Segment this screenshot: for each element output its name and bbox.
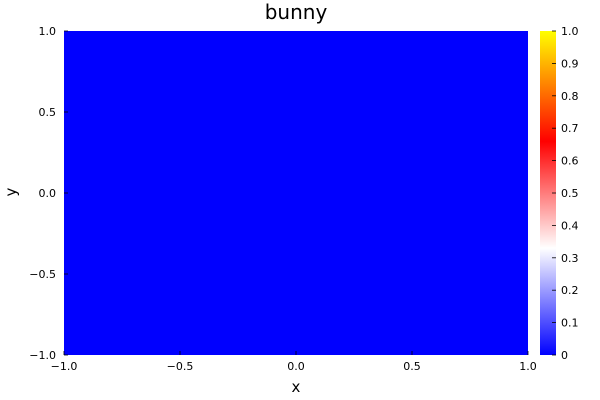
heatmap-cells	[64, 31, 528, 355]
colorbar-tick-label: 0.2	[561, 284, 579, 297]
colorbar-ticks: 0 0.1 0.2 0.3 0.4 0.5 0.6 0.7 0.8 0.9 1.0	[552, 25, 579, 362]
colorbar	[540, 31, 556, 355]
colorbar-tick-label: 0.7	[561, 122, 579, 135]
y-tick-label: 0.0	[39, 187, 57, 200]
y-tick-label: −0.5	[29, 268, 56, 281]
colorbar-tick-label: 0.1	[561, 317, 579, 330]
x-tick-label: −1.0	[51, 360, 78, 373]
colorbar-tick-label: 0.3	[561, 252, 579, 265]
x-tick-label: −0.5	[167, 360, 194, 373]
colorbar-tick-label: 0.8	[561, 90, 579, 103]
plot-area	[64, 31, 528, 355]
colorbar-tick-label: 0.9	[561, 57, 579, 70]
y-tick-label: −1.0	[29, 349, 56, 362]
y-tick-label: 1.0	[39, 25, 57, 38]
y-axis-ticks: −1.0 −0.5 0.0 0.5 1.0	[29, 25, 68, 362]
colorbar-tick-label: 0.6	[561, 155, 579, 168]
x-axis-ticks: −1.0 −0.5 0.0 0.5 1.0	[51, 351, 537, 373]
x-tick-label: 1.0	[519, 360, 537, 373]
colorbar-tick-label: 0.4	[561, 219, 579, 232]
x-tick-label: 0.0	[287, 360, 305, 373]
chart-title: bunny	[265, 0, 328, 24]
x-tick-label: 0.5	[403, 360, 421, 373]
colorbar-tick-label: 0.5	[561, 187, 579, 200]
y-axis-label: y	[2, 187, 20, 196]
y-tick-label: 0.5	[39, 106, 57, 119]
colorbar-tick-label: 0	[561, 349, 568, 362]
colorbar-tick-label: 1.0	[561, 25, 579, 38]
x-axis-label: x	[292, 378, 301, 396]
colorbar-gradient	[540, 31, 556, 355]
